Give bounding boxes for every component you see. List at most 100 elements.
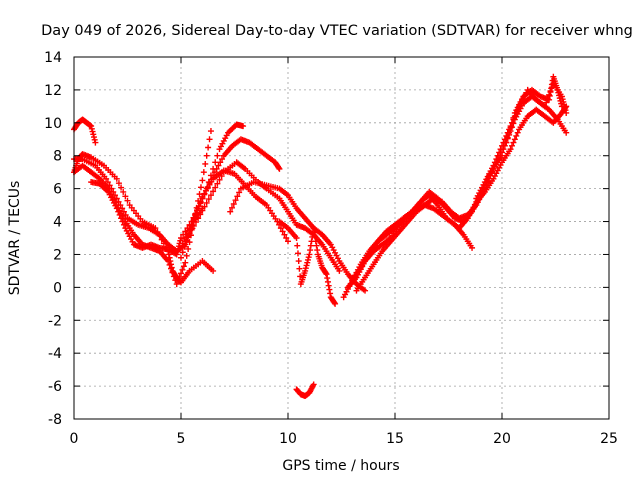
data-point-marker bbox=[510, 139, 517, 146]
data-point-marker bbox=[218, 173, 225, 180]
data-point-marker bbox=[217, 159, 224, 166]
data-point-marker bbox=[311, 229, 318, 236]
data-point-marker bbox=[181, 243, 188, 250]
x-tick-label: 25 bbox=[600, 431, 618, 447]
data-point-marker bbox=[275, 164, 282, 171]
data-point-marker bbox=[555, 89, 562, 96]
data-point-marker bbox=[208, 176, 215, 183]
data-point-marker bbox=[178, 244, 184, 251]
data-point-marker bbox=[210, 188, 217, 195]
data-point-marker bbox=[122, 193, 129, 200]
data-point-marker bbox=[504, 134, 511, 141]
data-point-marker bbox=[104, 179, 111, 186]
data-point-marker bbox=[179, 249, 186, 256]
data-point-marker bbox=[113, 195, 120, 202]
data-point-marker bbox=[175, 277, 182, 284]
data-point-marker bbox=[210, 172, 217, 179]
chart-title: Day 049 of 2026, Sidereal Day-to-day VTE… bbox=[41, 23, 633, 39]
grid-lines bbox=[74, 57, 609, 419]
data-point-marker bbox=[322, 270, 329, 277]
data-point-marker bbox=[169, 269, 176, 276]
data-point-marker bbox=[182, 238, 189, 245]
data-point-marker bbox=[324, 278, 331, 285]
data-point-marker bbox=[331, 299, 338, 306]
data-point-marker bbox=[103, 175, 110, 182]
y-tick-label: -2 bbox=[48, 313, 62, 329]
data-point-marker bbox=[306, 251, 313, 258]
data-point-marker bbox=[362, 287, 369, 294]
data-point-marker bbox=[200, 169, 207, 176]
data-point-marker bbox=[92, 139, 99, 146]
data-point-marker bbox=[491, 159, 498, 166]
data-point-marker bbox=[199, 177, 206, 184]
data-point-marker bbox=[124, 197, 131, 204]
data-point-marker bbox=[469, 244, 476, 251]
data-point-marker bbox=[197, 184, 204, 191]
data-point-marker bbox=[547, 89, 554, 96]
series-pass-c bbox=[71, 128, 214, 288]
series-pass-k bbox=[293, 381, 317, 399]
series-pass-a bbox=[71, 116, 99, 146]
data-point-marker bbox=[178, 235, 184, 241]
data-point-marker bbox=[304, 259, 311, 266]
data-point-marker bbox=[303, 262, 310, 269]
series-pass-j bbox=[276, 218, 339, 307]
data-point-marker bbox=[190, 222, 197, 229]
data-point-marker bbox=[302, 267, 309, 274]
data-point-marker bbox=[510, 114, 517, 121]
data-point-marker bbox=[170, 273, 177, 280]
data-point-marker bbox=[195, 203, 202, 210]
y-tick-label: 10 bbox=[44, 116, 62, 132]
data-point-marker bbox=[174, 248, 181, 255]
data-point-marker bbox=[106, 182, 113, 189]
data-point-marker bbox=[119, 205, 126, 212]
data-point-marker bbox=[508, 119, 515, 126]
data-point-marker bbox=[211, 169, 218, 176]
data-point-marker bbox=[113, 205, 120, 212]
data-point-marker bbox=[556, 92, 563, 99]
data-point-marker bbox=[562, 107, 569, 114]
series-pass-o bbox=[353, 103, 570, 294]
data-point-marker bbox=[314, 247, 321, 254]
data-point-marker bbox=[277, 225, 284, 232]
data-point-marker bbox=[507, 124, 514, 131]
data-point-marker bbox=[201, 203, 208, 210]
data-point-marker bbox=[558, 100, 565, 107]
data-point-marker bbox=[503, 139, 510, 146]
series-pass-e bbox=[88, 121, 247, 258]
y-tick-label: -4 bbox=[48, 346, 62, 362]
data-point-marker bbox=[108, 185, 115, 192]
data-point-marker bbox=[197, 199, 204, 206]
data-point-marker bbox=[336, 267, 343, 274]
data-point-marker bbox=[240, 123, 247, 130]
tick-labels: 0 5 10 15 20 25 -8 -6 -4 -2 0 2 4 6 8 10 12 14 bbox=[44, 50, 618, 447]
data-point-marker bbox=[313, 242, 320, 249]
data-point-marker bbox=[120, 208, 127, 215]
data-point-marker bbox=[332, 300, 339, 307]
data-point-marker bbox=[166, 261, 173, 268]
data-point-marker bbox=[194, 207, 201, 214]
data-point-marker bbox=[561, 104, 568, 111]
data-point-marker bbox=[175, 245, 182, 252]
data-point-marker bbox=[548, 81, 555, 88]
data-point-marker bbox=[178, 254, 184, 261]
data-point-marker bbox=[563, 109, 570, 116]
data-point-marker bbox=[326, 286, 333, 293]
data-point-marker bbox=[227, 208, 234, 215]
data-point-marker bbox=[89, 128, 96, 135]
data-point-marker bbox=[88, 123, 95, 130]
data-point-marker bbox=[312, 238, 319, 245]
series-pass-h bbox=[182, 159, 343, 274]
data-point-marker bbox=[207, 192, 214, 199]
series-pass-q bbox=[503, 73, 565, 146]
data-point-marker bbox=[548, 85, 555, 92]
y-tick-label: 0 bbox=[53, 280, 62, 296]
data-point-marker bbox=[90, 134, 97, 141]
data-point-marker bbox=[113, 175, 120, 182]
data-point-marker bbox=[185, 245, 192, 252]
data-point-marker bbox=[310, 381, 317, 388]
data-point-marker bbox=[120, 221, 127, 228]
data-point-marker bbox=[203, 152, 210, 159]
series-pass-g bbox=[178, 136, 283, 251]
data-point-marker bbox=[122, 211, 129, 218]
